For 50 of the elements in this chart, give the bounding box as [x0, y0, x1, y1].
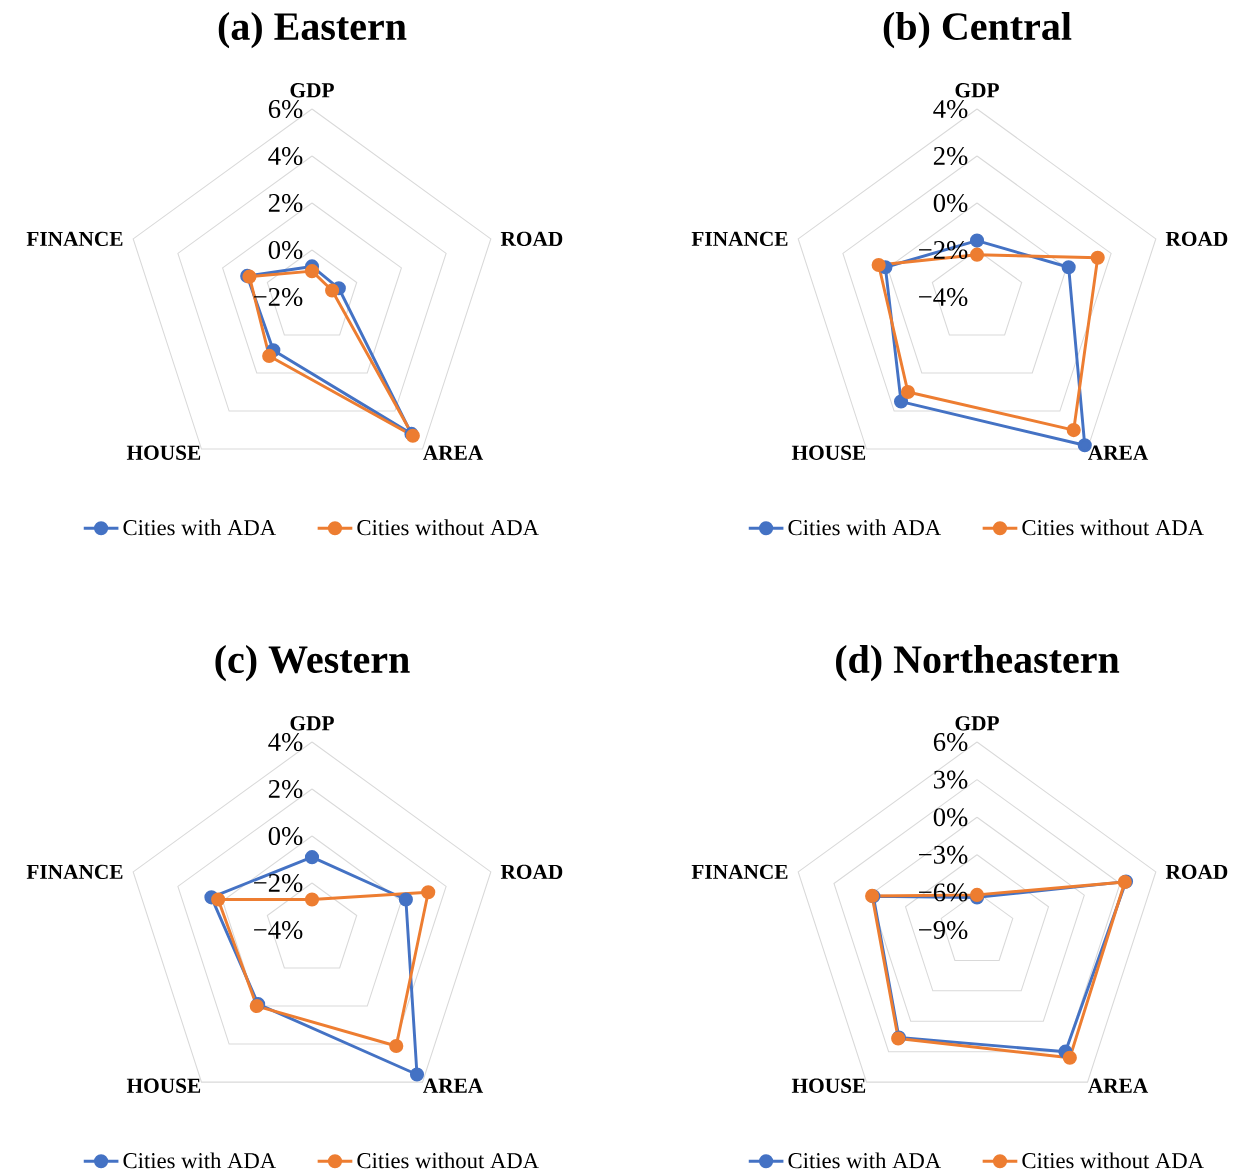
y-tick-label: −4%: [254, 920, 303, 940]
y-tick-label: 6%: [268, 99, 303, 119]
spoke-label: GDP: [955, 716, 999, 731]
y-tick-label: 4%: [268, 732, 303, 752]
spoke-label: AREA: [422, 1078, 484, 1093]
spoke-label: ROAD: [1165, 864, 1228, 880]
y-tick-label: 0%: [268, 826, 303, 846]
spoke-label: FINANCE: [26, 864, 123, 880]
spoke-label: ROAD: [500, 231, 563, 247]
y-tick-label: 0%: [933, 808, 968, 827]
legend-label: Cities without ADA: [357, 519, 539, 536]
spoke-label: HOUSE: [126, 445, 201, 460]
spoke-label: HOUSE: [791, 445, 866, 460]
spoke-label: ROAD: [500, 864, 563, 880]
spoke-label: FINANCE: [691, 231, 788, 247]
y-tick-label: 4%: [933, 99, 968, 119]
spoke-label: HOUSE: [791, 1078, 866, 1093]
spoke-label: GDP: [290, 83, 334, 98]
y-tick-label: −4%: [919, 287, 968, 307]
chart-title: (b) Central: [883, 11, 1072, 49]
legend-label: Cities with ADA: [123, 519, 277, 536]
spoke-label: GDP: [955, 83, 999, 98]
legend-label: Cities with ADA: [788, 1152, 942, 1169]
legend-label: Cities without ADA: [1022, 1152, 1204, 1169]
spoke-label: AREA: [422, 445, 484, 460]
y-tick-label: 2%: [933, 146, 968, 166]
spoke-label: AREA: [1087, 445, 1149, 460]
y-tick-label: 4%: [268, 146, 303, 166]
y-tick-label: 2%: [268, 779, 303, 799]
spoke-label: ROAD: [1165, 231, 1228, 247]
chart-title: (a) Eastern: [218, 11, 407, 49]
y-tick-label: 6%: [933, 732, 968, 752]
legend-label: Cities with ADA: [788, 519, 942, 536]
chart-title: (d) Northeastern: [836, 644, 1120, 682]
y-tick-label: 0%: [268, 240, 303, 260]
y-tick-label: −9%: [919, 920, 968, 940]
chart-title: (c) Western: [215, 644, 410, 682]
spoke-label: FINANCE: [26, 231, 123, 247]
y-tick-label: 2%: [268, 193, 303, 213]
spoke-label: GDP: [290, 716, 334, 731]
legend-label: Cities without ADA: [1022, 519, 1204, 536]
y-tick-label: 3%: [934, 770, 968, 789]
spoke-label: AREA: [1087, 1078, 1149, 1093]
legend-label: Cities with ADA: [123, 1152, 277, 1169]
y-tick-label: 0%: [933, 193, 968, 213]
legend-label: Cities without ADA: [357, 1152, 539, 1169]
y-tick-label: −3%: [919, 845, 968, 864]
spoke-label: HOUSE: [126, 1078, 201, 1093]
y-tick-label: −2%: [254, 873, 303, 893]
spoke-label: FINANCE: [691, 864, 788, 880]
